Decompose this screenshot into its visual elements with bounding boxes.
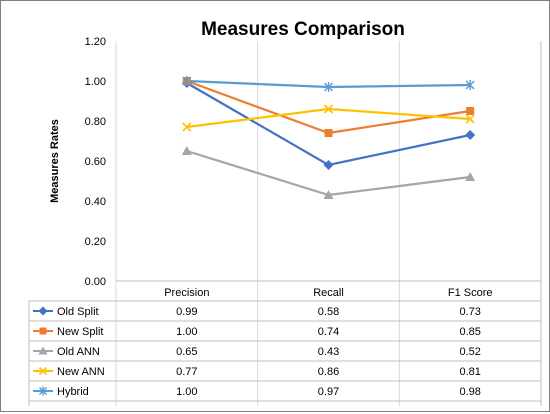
data-point <box>182 122 192 132</box>
legend-key-marker <box>39 327 47 335</box>
table-value: 0.99 <box>176 306 197 318</box>
table-value: 0.43 <box>318 346 339 358</box>
y-tick-label: 0.20 <box>85 236 106 248</box>
table-value: 1.00 <box>176 386 197 398</box>
table-value: 0.52 <box>459 346 480 358</box>
series-line <box>186 82 471 167</box>
table-value: 0.98 <box>459 386 480 398</box>
y-tick-label: 0.80 <box>85 116 106 128</box>
legend-series-name: Old ANN <box>57 346 100 358</box>
legend-key-marker <box>38 306 48 316</box>
data-point <box>323 190 334 199</box>
table-value: 0.74 <box>318 326 339 338</box>
y-axis-label: Measures Rates <box>49 119 61 203</box>
data-point <box>465 114 475 124</box>
table-value: 0.86 <box>318 366 339 378</box>
table-value: 0.77 <box>176 366 197 378</box>
y-tick-label: 0.00 <box>85 276 106 288</box>
x-category-label: Recall <box>313 287 344 299</box>
table-value: 0.85 <box>459 326 480 338</box>
data-point <box>465 80 475 90</box>
legend-series-name: New ANN <box>57 366 105 378</box>
y-tick-label: 0.40 <box>85 196 106 208</box>
data-point <box>323 104 334 114</box>
series-line <box>186 149 471 197</box>
legend-key-marker <box>38 346 48 355</box>
data-point <box>465 130 476 140</box>
data-point-stroke <box>465 114 475 124</box>
data-point <box>323 160 334 170</box>
data-point <box>324 82 333 92</box>
data-point <box>182 76 192 86</box>
y-tick-label: 1.20 <box>85 36 106 48</box>
y-tick-label: 0.60 <box>85 156 106 168</box>
data-point-stroke <box>323 104 334 114</box>
legend-key-marker-stroke <box>38 366 48 376</box>
legend-key-marker <box>38 366 48 376</box>
table-value: 0.58 <box>318 306 339 318</box>
legend-series-name: New Split <box>57 326 103 338</box>
data-point <box>465 172 476 181</box>
table-value: 0.81 <box>459 366 480 378</box>
table-value: 1.00 <box>176 326 197 338</box>
chart-title: Measures Comparison <box>201 19 405 40</box>
legend-key-marker <box>39 386 47 396</box>
data-point <box>466 107 475 115</box>
legend-series-name: Hybrid <box>57 386 89 398</box>
y-tick-label: 1.00 <box>85 76 106 88</box>
table-value: 0.97 <box>318 386 339 398</box>
table-value: 0.65 <box>176 346 197 358</box>
data-point <box>324 129 333 137</box>
x-category-label: F1 Score <box>448 287 493 299</box>
data-point-stroke <box>182 122 192 132</box>
data-point <box>181 146 192 155</box>
x-category-label: Precision <box>164 287 209 299</box>
legend-series-name: Old Split <box>57 306 99 318</box>
table-value: 0.73 <box>459 306 480 318</box>
